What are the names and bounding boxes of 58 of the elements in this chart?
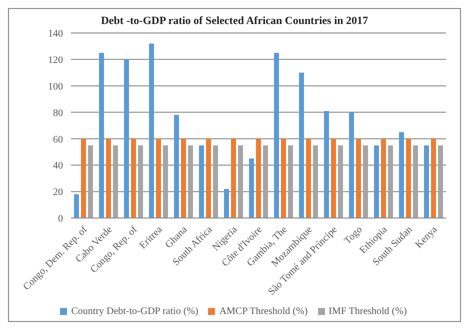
bar bbox=[263, 145, 268, 218]
bar bbox=[256, 138, 261, 218]
bar bbox=[81, 138, 86, 218]
bar bbox=[406, 138, 411, 218]
bar bbox=[224, 188, 229, 218]
bar bbox=[238, 145, 243, 218]
bar bbox=[124, 59, 129, 218]
bar bbox=[249, 158, 254, 218]
bar bbox=[338, 145, 343, 218]
legend-label: AMCP Threshold (%) bbox=[219, 306, 308, 317]
y-tick-label: 20 bbox=[53, 187, 63, 198]
bar bbox=[206, 138, 211, 218]
bar bbox=[313, 145, 318, 218]
bar bbox=[163, 145, 168, 218]
bar bbox=[113, 145, 118, 218]
bar bbox=[88, 145, 93, 218]
chart-title: Debt -to-GDP ratio of Selected African Countries in 2017 bbox=[100, 14, 369, 27]
bar bbox=[374, 145, 379, 218]
bar bbox=[138, 145, 143, 218]
bar bbox=[188, 145, 193, 218]
bar bbox=[306, 138, 311, 218]
y-tick-label: 80 bbox=[53, 108, 63, 119]
bar bbox=[331, 138, 336, 218]
bar bbox=[288, 145, 293, 218]
bar bbox=[431, 138, 436, 218]
bar bbox=[99, 52, 104, 218]
y-tick-label: 120 bbox=[48, 54, 63, 66]
y-tick-label: 140 bbox=[48, 28, 63, 40]
legend-label: IMF Threshold (%) bbox=[328, 306, 407, 317]
bar bbox=[74, 194, 79, 218]
bar bbox=[199, 145, 204, 218]
bar bbox=[349, 112, 354, 218]
x-tick-label: Togo bbox=[342, 224, 365, 247]
bar bbox=[363, 145, 368, 218]
bar bbox=[231, 138, 236, 218]
bar bbox=[131, 138, 136, 218]
bar bbox=[356, 138, 361, 218]
bar bbox=[213, 145, 218, 218]
y-tick-label: 60 bbox=[53, 134, 63, 146]
bar bbox=[181, 138, 186, 218]
bar bbox=[381, 138, 386, 218]
bar bbox=[399, 132, 404, 218]
bar bbox=[281, 138, 286, 218]
y-tick-label: 100 bbox=[48, 81, 63, 92]
bar bbox=[299, 72, 304, 218]
bar bbox=[438, 145, 443, 218]
bar bbox=[149, 44, 154, 218]
bar bbox=[424, 145, 429, 218]
bar bbox=[106, 138, 111, 218]
bar bbox=[413, 145, 418, 218]
bar bbox=[388, 145, 393, 218]
y-tick-label: 40 bbox=[53, 160, 63, 172]
bar bbox=[274, 52, 279, 218]
bar bbox=[156, 138, 161, 218]
y-tick-label: 0 bbox=[58, 214, 63, 225]
legend-label: Country Debt-to-GDP ratio (%) bbox=[71, 306, 198, 317]
bar bbox=[174, 114, 179, 218]
bar bbox=[324, 110, 329, 218]
